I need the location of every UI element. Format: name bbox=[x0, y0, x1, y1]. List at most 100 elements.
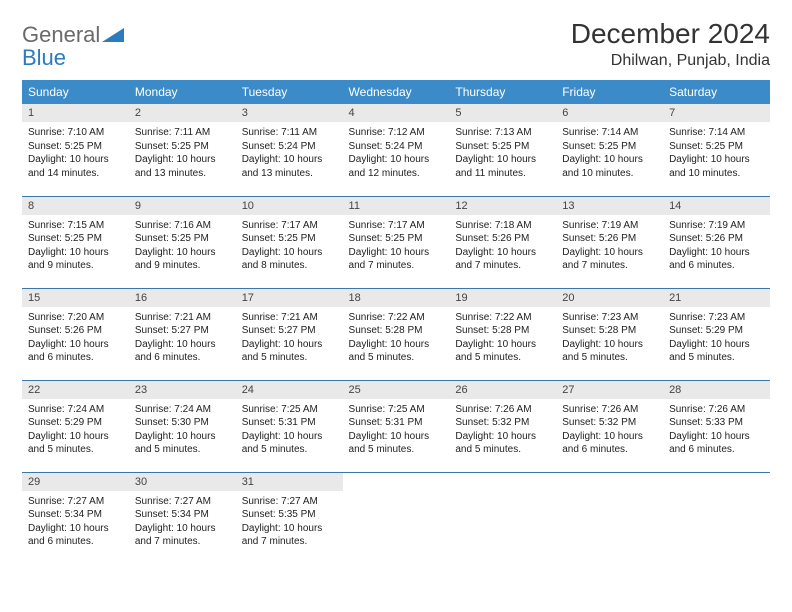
day-body: Sunrise: 7:26 AMSunset: 5:33 PMDaylight:… bbox=[663, 399, 770, 463]
day-body: Sunrise: 7:20 AMSunset: 5:26 PMDaylight:… bbox=[22, 307, 129, 371]
day-body: Sunrise: 7:19 AMSunset: 5:26 PMDaylight:… bbox=[663, 215, 770, 279]
daylight-line: Daylight: 10 hours and 13 minutes. bbox=[242, 153, 337, 180]
day-body: Sunrise: 7:10 AMSunset: 5:25 PMDaylight:… bbox=[22, 122, 129, 186]
logo-blue: Blue bbox=[22, 45, 66, 70]
sunrise-line: Sunrise: 7:26 AM bbox=[455, 403, 550, 417]
sunset-line: Sunset: 5:25 PM bbox=[135, 232, 230, 246]
daylight-line: Daylight: 10 hours and 6 minutes. bbox=[28, 522, 123, 549]
day-number: 28 bbox=[663, 381, 770, 399]
daylight-line: Daylight: 10 hours and 7 minutes. bbox=[242, 522, 337, 549]
day-number: 24 bbox=[236, 381, 343, 399]
calendar-cell: 28Sunrise: 7:26 AMSunset: 5:33 PMDayligh… bbox=[663, 380, 770, 472]
day-body: Sunrise: 7:21 AMSunset: 5:27 PMDaylight:… bbox=[129, 307, 236, 371]
day-body: Sunrise: 7:14 AMSunset: 5:25 PMDaylight:… bbox=[663, 122, 770, 186]
sunset-line: Sunset: 5:25 PM bbox=[669, 140, 764, 154]
sunset-line: Sunset: 5:25 PM bbox=[242, 232, 337, 246]
day-number: 23 bbox=[129, 381, 236, 399]
daylight-line: Daylight: 10 hours and 6 minutes. bbox=[135, 338, 230, 365]
day-body: Sunrise: 7:24 AMSunset: 5:30 PMDaylight:… bbox=[129, 399, 236, 463]
calendar-body: 1Sunrise: 7:10 AMSunset: 5:25 PMDaylight… bbox=[22, 104, 770, 564]
calendar-cell: 4Sunrise: 7:12 AMSunset: 5:24 PMDaylight… bbox=[343, 104, 450, 196]
day-body: Sunrise: 7:22 AMSunset: 5:28 PMDaylight:… bbox=[449, 307, 556, 371]
calendar-cell bbox=[556, 472, 663, 564]
day-body: Sunrise: 7:11 AMSunset: 5:24 PMDaylight:… bbox=[236, 122, 343, 186]
sunset-line: Sunset: 5:26 PM bbox=[669, 232, 764, 246]
daylight-line: Daylight: 10 hours and 7 minutes. bbox=[562, 246, 657, 273]
daylight-line: Daylight: 10 hours and 12 minutes. bbox=[349, 153, 444, 180]
sunset-line: Sunset: 5:25 PM bbox=[562, 140, 657, 154]
weekday-header: Wednesday bbox=[343, 80, 450, 104]
day-body: Sunrise: 7:15 AMSunset: 5:25 PMDaylight:… bbox=[22, 215, 129, 279]
daylight-line: Daylight: 10 hours and 6 minutes. bbox=[669, 246, 764, 273]
sunset-line: Sunset: 5:31 PM bbox=[349, 416, 444, 430]
calendar-cell: 13Sunrise: 7:19 AMSunset: 5:26 PMDayligh… bbox=[556, 196, 663, 288]
calendar-cell: 16Sunrise: 7:21 AMSunset: 5:27 PMDayligh… bbox=[129, 288, 236, 380]
day-body: Sunrise: 7:17 AMSunset: 5:25 PMDaylight:… bbox=[236, 215, 343, 279]
day-number: 16 bbox=[129, 289, 236, 307]
calendar-cell: 1Sunrise: 7:10 AMSunset: 5:25 PMDaylight… bbox=[22, 104, 129, 196]
sunset-line: Sunset: 5:29 PM bbox=[669, 324, 764, 338]
sunset-line: Sunset: 5:34 PM bbox=[135, 508, 230, 522]
calendar-cell: 6Sunrise: 7:14 AMSunset: 5:25 PMDaylight… bbox=[556, 104, 663, 196]
calendar-cell: 23Sunrise: 7:24 AMSunset: 5:30 PMDayligh… bbox=[129, 380, 236, 472]
calendar-cell: 10Sunrise: 7:17 AMSunset: 5:25 PMDayligh… bbox=[236, 196, 343, 288]
day-number: 19 bbox=[449, 289, 556, 307]
day-number: 2 bbox=[129, 104, 236, 122]
daylight-line: Daylight: 10 hours and 6 minutes. bbox=[669, 430, 764, 457]
day-body: Sunrise: 7:17 AMSunset: 5:25 PMDaylight:… bbox=[343, 215, 450, 279]
daylight-line: Daylight: 10 hours and 7 minutes. bbox=[349, 246, 444, 273]
sunrise-line: Sunrise: 7:25 AM bbox=[349, 403, 444, 417]
sunset-line: Sunset: 5:31 PM bbox=[242, 416, 337, 430]
logo-triangle-icon bbox=[102, 28, 124, 42]
sunrise-line: Sunrise: 7:20 AM bbox=[28, 311, 123, 325]
calendar-cell: 8Sunrise: 7:15 AMSunset: 5:25 PMDaylight… bbox=[22, 196, 129, 288]
sunrise-line: Sunrise: 7:14 AM bbox=[669, 126, 764, 140]
weekday-header: Saturday bbox=[663, 80, 770, 104]
day-number: 15 bbox=[22, 289, 129, 307]
day-number: 25 bbox=[343, 381, 450, 399]
daylight-line: Daylight: 10 hours and 5 minutes. bbox=[455, 430, 550, 457]
day-body: Sunrise: 7:19 AMSunset: 5:26 PMDaylight:… bbox=[556, 215, 663, 279]
sunset-line: Sunset: 5:24 PM bbox=[242, 140, 337, 154]
sunrise-line: Sunrise: 7:16 AM bbox=[135, 219, 230, 233]
daylight-line: Daylight: 10 hours and 5 minutes. bbox=[349, 338, 444, 365]
day-number: 1 bbox=[22, 104, 129, 122]
day-number: 20 bbox=[556, 289, 663, 307]
sunrise-line: Sunrise: 7:25 AM bbox=[242, 403, 337, 417]
day-body: Sunrise: 7:14 AMSunset: 5:25 PMDaylight:… bbox=[556, 122, 663, 186]
day-body: Sunrise: 7:24 AMSunset: 5:29 PMDaylight:… bbox=[22, 399, 129, 463]
calendar-cell: 31Sunrise: 7:27 AMSunset: 5:35 PMDayligh… bbox=[236, 472, 343, 564]
sunrise-line: Sunrise: 7:19 AM bbox=[669, 219, 764, 233]
daylight-line: Daylight: 10 hours and 9 minutes. bbox=[135, 246, 230, 273]
day-number: 21 bbox=[663, 289, 770, 307]
daylight-line: Daylight: 10 hours and 5 minutes. bbox=[28, 430, 123, 457]
sunset-line: Sunset: 5:33 PM bbox=[669, 416, 764, 430]
calendar-cell bbox=[343, 472, 450, 564]
logo-general: General bbox=[22, 22, 100, 47]
calendar-cell: 11Sunrise: 7:17 AMSunset: 5:25 PMDayligh… bbox=[343, 196, 450, 288]
day-number: 17 bbox=[236, 289, 343, 307]
sunset-line: Sunset: 5:28 PM bbox=[455, 324, 550, 338]
sunrise-line: Sunrise: 7:15 AM bbox=[28, 219, 123, 233]
sunrise-line: Sunrise: 7:13 AM bbox=[455, 126, 550, 140]
sunset-line: Sunset: 5:32 PM bbox=[455, 416, 550, 430]
sunset-line: Sunset: 5:26 PM bbox=[562, 232, 657, 246]
day-body: Sunrise: 7:23 AMSunset: 5:28 PMDaylight:… bbox=[556, 307, 663, 371]
day-number: 10 bbox=[236, 197, 343, 215]
sunset-line: Sunset: 5:25 PM bbox=[349, 232, 444, 246]
sunrise-line: Sunrise: 7:27 AM bbox=[242, 495, 337, 509]
sunrise-line: Sunrise: 7:27 AM bbox=[28, 495, 123, 509]
sunrise-line: Sunrise: 7:18 AM bbox=[455, 219, 550, 233]
sunset-line: Sunset: 5:26 PM bbox=[28, 324, 123, 338]
day-body: Sunrise: 7:25 AMSunset: 5:31 PMDaylight:… bbox=[236, 399, 343, 463]
day-body: Sunrise: 7:21 AMSunset: 5:27 PMDaylight:… bbox=[236, 307, 343, 371]
weekday-header: Monday bbox=[129, 80, 236, 104]
weekday-header: Tuesday bbox=[236, 80, 343, 104]
day-number: 13 bbox=[556, 197, 663, 215]
calendar-cell: 18Sunrise: 7:22 AMSunset: 5:28 PMDayligh… bbox=[343, 288, 450, 380]
sunrise-line: Sunrise: 7:10 AM bbox=[28, 126, 123, 140]
sunrise-line: Sunrise: 7:11 AM bbox=[135, 126, 230, 140]
day-number: 27 bbox=[556, 381, 663, 399]
daylight-line: Daylight: 10 hours and 7 minutes. bbox=[455, 246, 550, 273]
sunset-line: Sunset: 5:35 PM bbox=[242, 508, 337, 522]
